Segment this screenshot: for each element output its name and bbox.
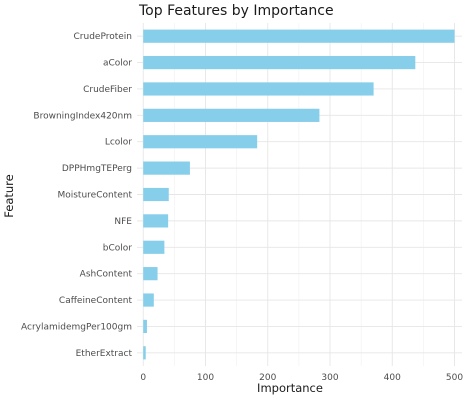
chart-title: Top Features by Importance bbox=[138, 3, 334, 19]
x-tick-label: 300 bbox=[321, 373, 338, 383]
bar bbox=[143, 161, 190, 175]
bar bbox=[143, 346, 146, 360]
y-tick-label: AcrylamidemgPer100gm bbox=[21, 322, 132, 332]
y-tick-labels: CrudeProtein aColor CrudeFiber BrowningInde… bbox=[21, 32, 132, 359]
y-tick-label: EtherExtract bbox=[76, 349, 133, 359]
bar-layer bbox=[143, 29, 455, 360]
y-tick-label: aColor bbox=[103, 59, 132, 69]
x-tick-label: 500 bbox=[446, 373, 463, 383]
y-tick-label: CaffeineContent bbox=[59, 296, 133, 306]
x-tick-label: 200 bbox=[259, 373, 276, 383]
bar bbox=[143, 55, 416, 70]
bar bbox=[143, 29, 455, 43]
grid-layer bbox=[137, 23, 462, 366]
y-tick-label: MoistureContent bbox=[57, 191, 132, 201]
y-tick-label: BrowningIndex420nm bbox=[33, 111, 132, 121]
x-axis-title: Importance bbox=[257, 381, 323, 395]
y-tick-label: AshContent bbox=[80, 270, 133, 280]
bar bbox=[143, 108, 320, 122]
bar bbox=[143, 240, 165, 254]
x-tick-label: 100 bbox=[197, 373, 214, 383]
bar bbox=[143, 82, 374, 96]
bar bbox=[143, 187, 169, 202]
y-tick-label: Lcolor bbox=[105, 138, 132, 148]
x-tick-label: 0 bbox=[140, 373, 146, 383]
bar bbox=[143, 319, 147, 334]
bar bbox=[143, 214, 169, 228]
y-tick-label: DPPHmgTEPerg bbox=[62, 164, 132, 174]
y-tick-label: CrudeProtein bbox=[74, 32, 133, 42]
bar bbox=[143, 293, 154, 307]
y-tick-label: bColor bbox=[103, 243, 133, 253]
y-axis-title: Feature bbox=[2, 174, 16, 217]
y-tick-label: CrudeFiber bbox=[83, 85, 132, 95]
y-tick-label: NFE bbox=[114, 217, 132, 227]
bar bbox=[143, 135, 258, 149]
x-tick-labels: 0 100 200 300 400 500 bbox=[140, 373, 463, 383]
bar bbox=[143, 267, 158, 281]
x-tick-label: 400 bbox=[384, 373, 401, 383]
